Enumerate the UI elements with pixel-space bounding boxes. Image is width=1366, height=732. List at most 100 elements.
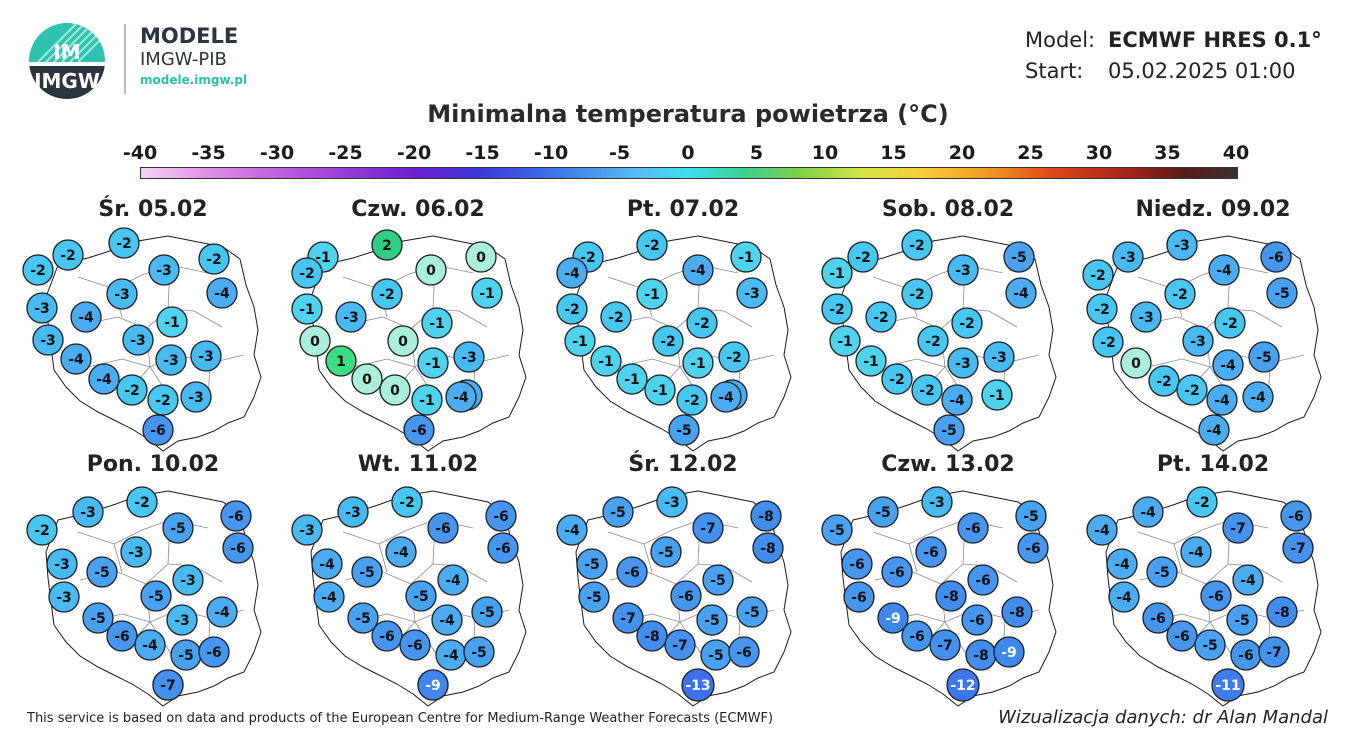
temperature-marker: -4 [1106, 548, 1138, 580]
poland-map: -3 -3 -6 -2 -4 -5 -2 -3 -2 -2 -3 -2 0 -4 -5 -2 -2 -4 -4 -4 [1082, 229, 1322, 452]
temperature-marker: -2 [718, 341, 750, 373]
region-border [113, 543, 123, 573]
temperature-marker: -2 [1086, 293, 1118, 325]
temperature-marker: -4 [1208, 254, 1240, 286]
temperature-value: -5 [586, 590, 602, 606]
temperature-marker: -6 [485, 500, 517, 532]
temperature-marker: -6 [222, 532, 254, 564]
temperature-marker-circle [901, 229, 933, 261]
temperature-marker: -4 [385, 536, 417, 568]
temperature-value: -6 [624, 565, 640, 581]
temperature-marker: -6 [198, 636, 230, 668]
temperature-marker-circle [1198, 414, 1230, 446]
temperature-value: -4 [1140, 505, 1156, 521]
temperature-marker: -2 [821, 293, 853, 325]
temperature-marker: -8 [965, 639, 997, 671]
temperature-marker: -5 [668, 414, 700, 446]
temperature-marker-circle [431, 604, 463, 636]
temperature-value: -5 [359, 565, 375, 581]
temperature-marker-circle [1180, 536, 1212, 568]
temperature-marker: 0 [415, 254, 447, 286]
temperature-value: -5 [479, 605, 495, 621]
temperature-value: -6 [407, 638, 423, 654]
temperature-marker-circle [463, 636, 495, 668]
temperature-marker: -1 [682, 347, 714, 379]
colorbar-tick: 15 [880, 142, 907, 164]
colorbar-tick: -35 [191, 142, 226, 164]
temperature-value: -1 [425, 356, 441, 372]
temperature-marker-circle [1208, 254, 1240, 286]
temperature-marker-circle [981, 379, 1013, 411]
temperature-marker-circle [710, 381, 742, 413]
temperature-marker: -2 [686, 307, 718, 339]
temperature-value: -8 [760, 541, 776, 557]
temperature-value: 0 [398, 334, 408, 350]
temperature-marker-circle [718, 341, 750, 373]
colorbar-tick: -10 [533, 142, 569, 164]
temperature-marker: -7 [692, 512, 724, 544]
temperature-value: -3 [1120, 250, 1136, 266]
temperature-value: -6 [851, 590, 867, 606]
temperature-marker-circle [399, 629, 431, 661]
region-border [1137, 264, 1269, 290]
temperature-marker-circle [1186, 486, 1218, 518]
temperature-value: -6 [1150, 611, 1166, 627]
temperature-marker-circle [841, 548, 873, 580]
temperature-marker: -4 [206, 277, 238, 309]
temperature-value: -1 [572, 334, 588, 350]
temperature-marker: -2 [126, 486, 158, 518]
temperature-marker: -3 [947, 254, 979, 286]
temperature-marker-circle [728, 636, 760, 668]
model-value: ECMWF HRES 0.1° [1108, 28, 1322, 52]
temperature-value: -5 [829, 523, 845, 539]
temperature-marker: -3 [172, 564, 204, 596]
temperature-marker-circle [46, 548, 78, 580]
temperature-marker-circle [206, 277, 238, 309]
temperature-marker: -2 [108, 227, 140, 259]
day-panel: Czw. 13.02 -5 -3 -5 -5 -6 -6 -6 -6 -6 -6 -8 -6 -9 -6 -8… [813, 452, 1083, 707]
brand-url[interactable]: modele.imgw.pl [140, 73, 248, 87]
temperature-marker: -1 [644, 374, 676, 406]
temperature-value: -2 [684, 393, 700, 409]
colorbar-tick: 25 [1017, 142, 1044, 164]
temperature-marker: -4 [60, 343, 92, 375]
temperature-marker-circle [1222, 512, 1254, 544]
temperature-value: 0 [362, 372, 372, 388]
temperature-value: -6 [1025, 541, 1041, 557]
temperature-value: -6 [965, 521, 981, 537]
temperature-marker-circle [206, 596, 238, 628]
temperature-value: -3 [343, 310, 359, 326]
temperature-marker: -6 [1166, 620, 1198, 652]
temperature-marker-circle [1001, 596, 1033, 628]
temperature-marker-circle [1176, 374, 1208, 406]
temperature-marker: -5 [736, 596, 768, 628]
temperature-marker: -3 [337, 496, 369, 528]
temperature-value: -3 [130, 333, 146, 349]
temperature-marker-circle [313, 581, 345, 613]
day-panel: Śr. 12.02 -5 -3 -8 -4 -7 -8 -5 -6 -5 -5 -6 -5 -7 -5 -5-… [548, 452, 818, 707]
temperature-value: -7 [1290, 541, 1306, 557]
colorbar-tick: 35 [1154, 142, 1181, 164]
temperature-value: -3 [1138, 310, 1154, 326]
temperature-marker: -3 [1130, 301, 1162, 333]
temperature-marker-circle [1142, 602, 1174, 634]
temperature-marker-circle [921, 486, 953, 518]
region-border [1173, 543, 1183, 573]
temperature-value: -4 [718, 390, 734, 406]
temperature-marker: -1 [855, 345, 887, 377]
temperature-marker-circle [650, 536, 682, 568]
temperature-value: -2 [1094, 302, 1110, 318]
temperature-marker-circle [1015, 500, 1047, 532]
visualization-credit: Wizualizacja danych: dr Alan Mandal [998, 707, 1328, 728]
temperature-marker-circle [453, 341, 485, 373]
temperature-marker-circle [865, 301, 897, 333]
temperature-marker-circle [1200, 580, 1232, 612]
day-panel: Wt. 11.02 -3 -2 -6 -3 -6 -6 -4 -5 -4 -4 -5 -4 -5 -4 -5-… [283, 452, 553, 707]
temperature-marker-circle [612, 602, 644, 634]
temperature-marker: -2 [1092, 326, 1124, 358]
temperature-marker: -6 [967, 564, 999, 596]
temperature-marker-circle [564, 325, 596, 357]
temperature-marker-circle [48, 581, 80, 613]
temperature-marker-circle [578, 581, 610, 613]
temperature-value: -3 [163, 353, 179, 369]
